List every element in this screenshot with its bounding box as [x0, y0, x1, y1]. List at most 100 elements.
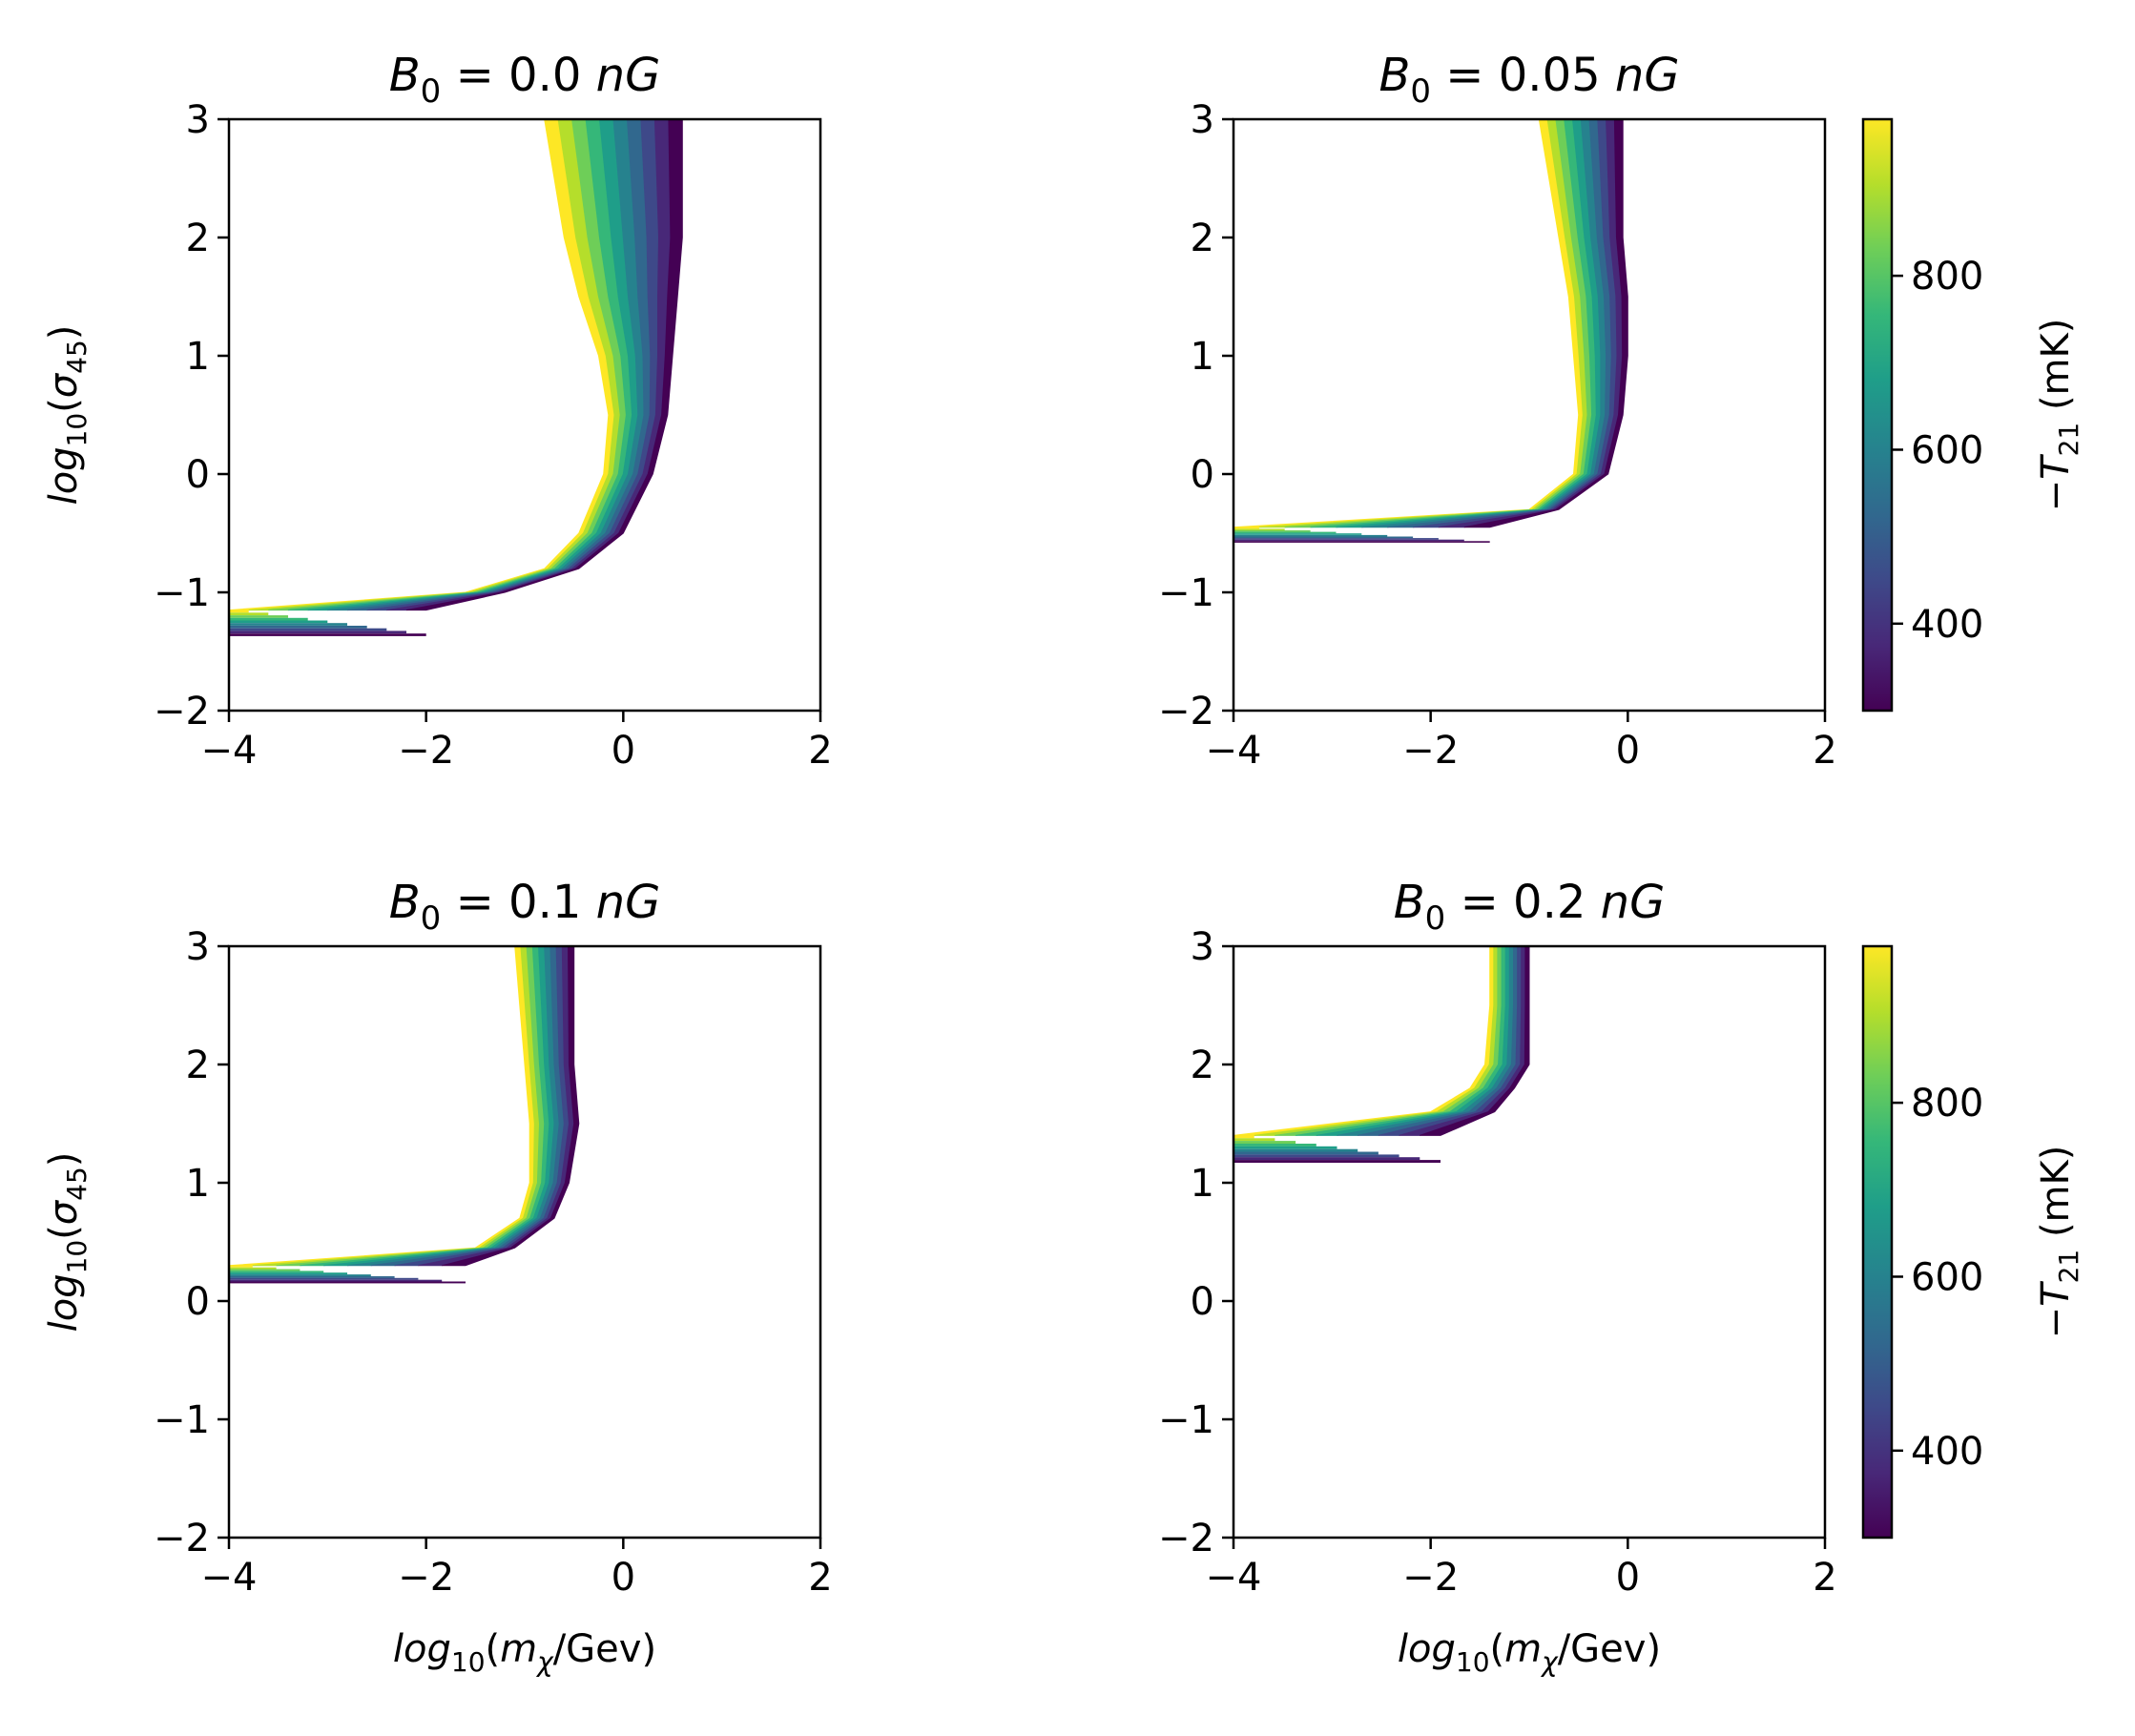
band-stripe: [1284, 118, 1593, 528]
colorbar-tick-label: 800: [1911, 1082, 1983, 1126]
band-stripe: [1420, 945, 1530, 1136]
band-arm-stripe: [229, 610, 249, 613]
band-arm-stripe: [229, 620, 328, 624]
x-tick-label: 2: [808, 1556, 832, 1600]
x-tick-label: 0: [611, 729, 635, 773]
band-arm-stripe: [1233, 1154, 1399, 1158]
band-stripe: [228, 118, 615, 611]
y-tick-label: 3: [1191, 98, 1214, 142]
colorbar-tick-label: 400: [1911, 1430, 1983, 1474]
x-tick-label: −2: [398, 1556, 454, 1600]
x-axis-label: log10(mχ/Gev): [393, 1627, 656, 1678]
band-arm-stripe: [1233, 1146, 1337, 1149]
x-tick-label: 0: [1616, 1556, 1640, 1600]
band-stripe: [1233, 118, 1584, 528]
band-arm-stripe: [1233, 531, 1337, 534]
y-tick-label: 0: [186, 453, 210, 497]
y-tick-label: 2: [186, 1044, 210, 1087]
colorbar-tick-label: 800: [1911, 255, 1983, 299]
x-tick-label: 0: [611, 1556, 635, 1600]
band-arm-stripe: [229, 1277, 419, 1280]
y-tick-label: 0: [186, 1280, 210, 1324]
y-tick-label: 3: [186, 925, 210, 969]
heatmap-band: [1233, 945, 1530, 1163]
band-arm-stripe: [229, 626, 367, 629]
axes-frame: [227, 117, 822, 713]
axes-frame: [227, 944, 822, 1540]
y-tick-label: 3: [1191, 925, 1214, 969]
band-arm-stripe: [229, 1279, 443, 1282]
band-arm-stripe: [229, 1269, 301, 1271]
x-tick-label: 2: [808, 729, 832, 773]
band-stripe: [442, 945, 580, 1267]
band-arm-stripe: [229, 628, 387, 631]
y-tick-label: 2: [1191, 217, 1214, 260]
y-axis-label: log10(σ45): [42, 1152, 93, 1333]
band-arm-stripe: [229, 1271, 324, 1273]
band-arm-stripe: [229, 1265, 253, 1268]
y-tick-label: 2: [186, 217, 210, 260]
band-arm-stripe: [1233, 1157, 1420, 1161]
x-tick-label: 2: [1813, 1556, 1836, 1600]
y-tick-label: −1: [1158, 1398, 1214, 1442]
y-tick-label: 3: [186, 98, 210, 142]
y-tick-label: 1: [186, 1162, 210, 1206]
x-tick-label: −2: [1402, 1556, 1459, 1600]
band-arm-stripe: [1233, 1144, 1316, 1147]
panel-title: B0 = 0.1 nG: [389, 876, 661, 938]
y-tick-label: 1: [186, 335, 210, 379]
heatmap-band: [228, 945, 580, 1284]
band-arm-stripe: [1233, 1138, 1275, 1142]
band-arm-stripe: [229, 1281, 466, 1284]
band-stripe: [300, 945, 550, 1267]
band-arm-stripe: [1233, 1160, 1441, 1163]
band-arm-stripe: [1233, 541, 1490, 543]
x-tick-label: −4: [201, 729, 258, 773]
band-arm-stripe: [1233, 530, 1311, 532]
band-arm-stripe: [1233, 1151, 1378, 1155]
band-arm-stripe: [1233, 1135, 1254, 1139]
band-arm-stripe: [1233, 527, 1259, 529]
y-tick-label: −1: [154, 1398, 210, 1442]
band-arm-stripe: [229, 1276, 395, 1278]
y-tick-label: 0: [1191, 453, 1214, 497]
y-tick-label: −1: [1158, 571, 1214, 615]
band-arm-stripe: [229, 612, 269, 615]
band-arm-stripe: [1233, 539, 1464, 542]
colorbar-tick-label: 600: [1911, 428, 1983, 472]
band-stripe: [228, 945, 535, 1267]
y-tick-label: −2: [154, 690, 210, 734]
x-tick-label: −4: [1206, 1556, 1262, 1600]
band-arm-stripe: [1233, 536, 1414, 539]
y-tick-label: 1: [1191, 1162, 1214, 1206]
band-stripe: [405, 118, 683, 611]
x-tick-label: −2: [1402, 729, 1459, 773]
panel-title: B0 = 0.0 nG: [389, 49, 661, 111]
heatmap-band: [1233, 118, 1628, 543]
axes-frame: [1232, 117, 1827, 713]
band-stripe: [1258, 118, 1588, 528]
band-arm-stripe: [1233, 1148, 1358, 1152]
colorbar: 400 600 800 −T21 (mK): [1861, 944, 2084, 1540]
band-arm-stripe: [229, 633, 426, 636]
y-tick-label: 1: [1191, 335, 1214, 379]
band-arm-stripe: [229, 1274, 371, 1276]
band-arm-stripe: [1233, 533, 1362, 535]
y-tick-label: 2: [1191, 1044, 1214, 1087]
x-tick-label: −4: [1206, 729, 1262, 773]
band-stripe: [1463, 118, 1628, 528]
colorbar-gradient: [1861, 944, 1894, 1540]
colorbar-label: −T21 (mK): [2034, 1146, 2084, 1339]
band-stripe: [276, 945, 546, 1267]
x-axis-label: log10(mχ/Gev): [1398, 1627, 1661, 1678]
axes-frame: [1232, 944, 1827, 1540]
colorbar-tick-label: 600: [1911, 1255, 1983, 1299]
band-arm-stripe: [229, 617, 308, 621]
band-arm-stripe: [1233, 528, 1285, 530]
x-tick-label: −4: [201, 1556, 258, 1600]
colorbar-label: −T21 (mK): [2034, 319, 2084, 512]
colorbar-tick-label: 400: [1911, 603, 1983, 647]
